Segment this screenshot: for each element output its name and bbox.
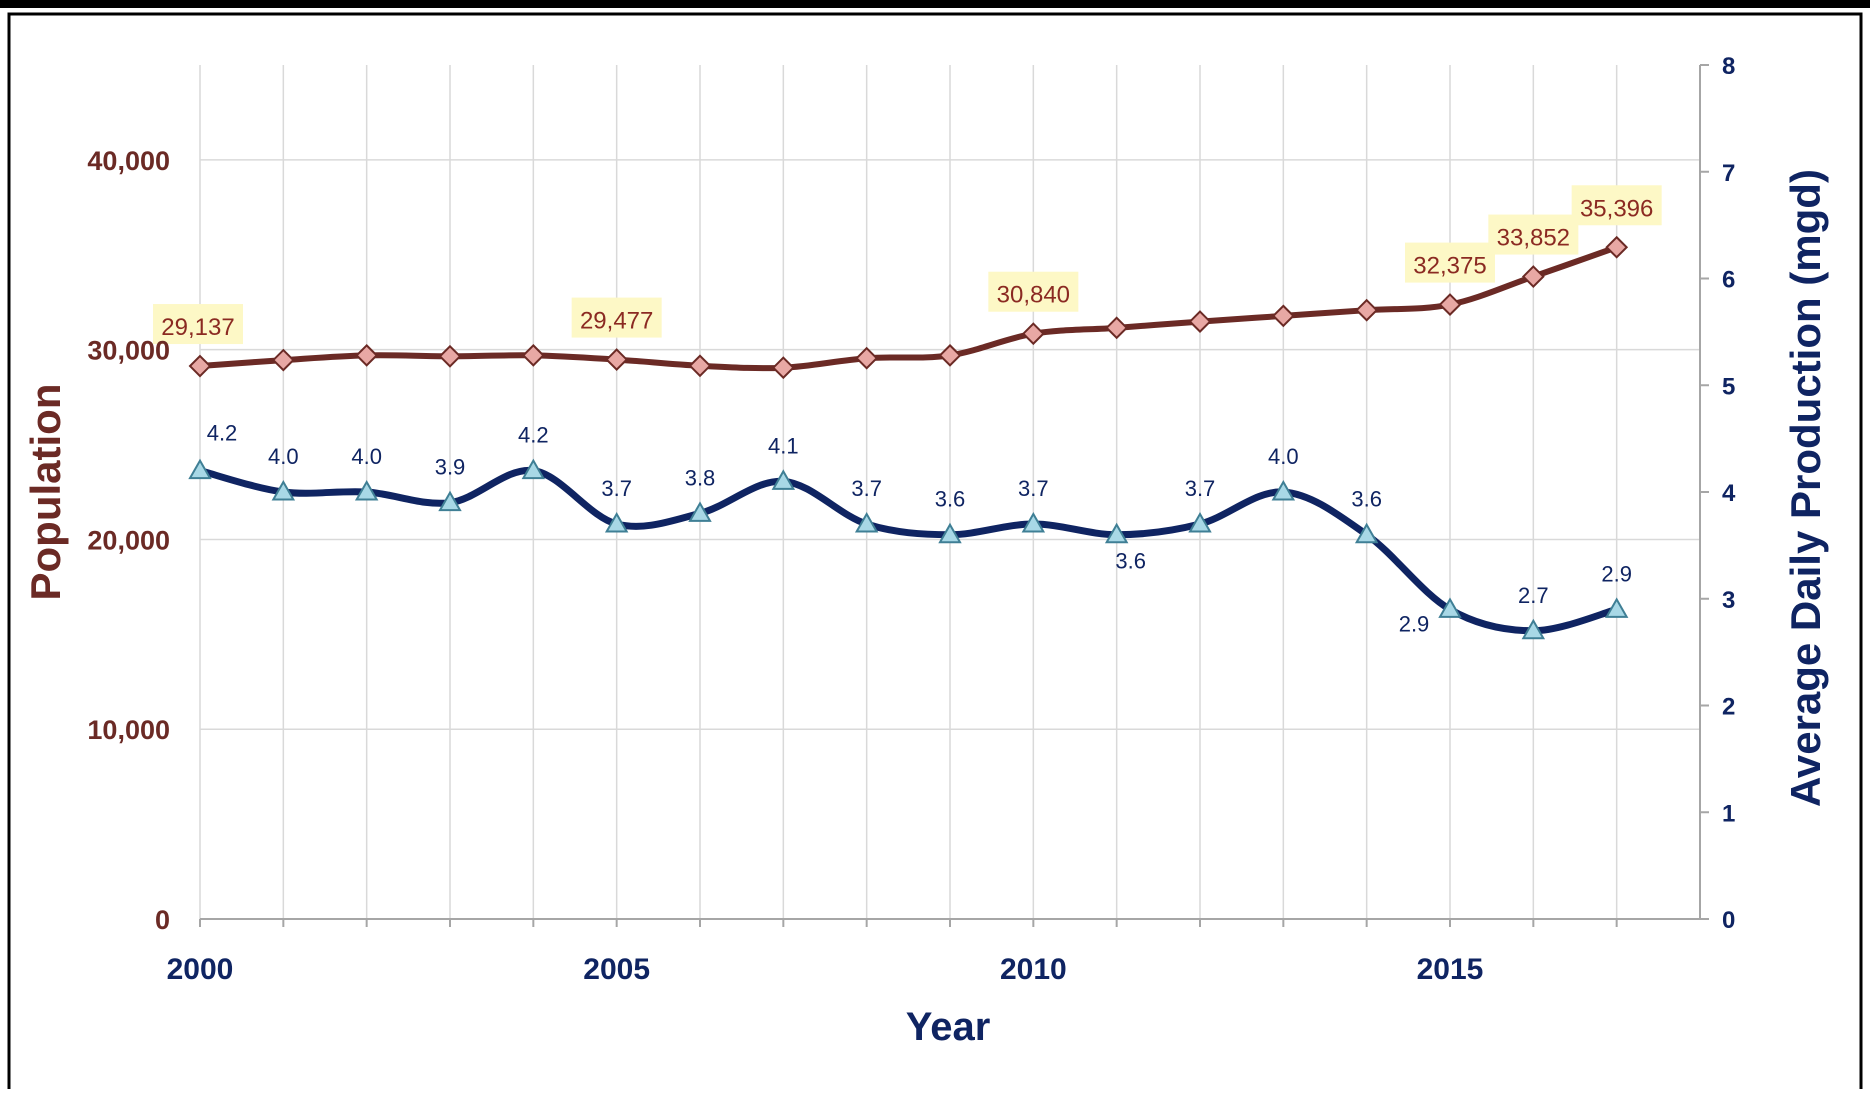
- production-line: [196, 467, 1621, 635]
- population-marker: [1021, 322, 1045, 346]
- population-marker: [1438, 293, 1462, 317]
- production-data-label: 3.7: [1018, 476, 1049, 501]
- production-marker: [938, 522, 962, 544]
- y-axis-title-left: Population: [22, 384, 69, 601]
- production-data-label: 4.0: [268, 444, 299, 469]
- population-marker: [688, 354, 712, 378]
- population-data-label: 30,840: [997, 282, 1070, 309]
- production-marker: [771, 469, 796, 490]
- production-marker: [1438, 597, 1462, 618]
- production-data-label: 3.6: [935, 487, 966, 512]
- production-marker: [604, 512, 629, 533]
- population-data-label: 33,852: [1497, 225, 1570, 252]
- population-marker: [1605, 235, 1629, 259]
- y-tick-label-left: 10,000: [87, 715, 170, 745]
- population-marker: [271, 348, 295, 372]
- population-data-label: 32,375: [1413, 253, 1486, 280]
- population-data-label: 29,137: [161, 314, 234, 341]
- y-tick-label-left: 0: [155, 905, 170, 935]
- population-marker: [188, 354, 212, 378]
- production-data-label: 3.7: [601, 476, 632, 501]
- y-tick-label-right: 3: [1722, 587, 1735, 614]
- population-marker: [855, 346, 879, 370]
- production-data-label: 3.8: [685, 465, 716, 490]
- y-tick-label-right: 6: [1722, 267, 1735, 294]
- y-tick-label-right: 2: [1722, 694, 1735, 721]
- population-marker: [938, 343, 962, 367]
- population-data-label: 35,396: [1580, 195, 1653, 222]
- production-marker: [1354, 522, 1379, 544]
- y-tick-label-left: 40,000: [87, 146, 170, 176]
- production-marker: [1604, 597, 1629, 618]
- y-tick-label-left: 20,000: [87, 525, 170, 555]
- series-markers: [188, 235, 1629, 640]
- production-data-label: 3.9: [435, 455, 466, 480]
- production-marker: [1021, 512, 1046, 533]
- production-data-label: 4.0: [1268, 444, 1299, 469]
- production-data-label: 2.9: [1399, 611, 1430, 636]
- frame-inner-border: [7, 12, 1863, 1094]
- y-tick-label-right: 1: [1722, 800, 1735, 827]
- frame-top-bar: [0, 0, 1870, 8]
- population-label-box: [571, 297, 662, 338]
- production-data-label: 3.6: [1351, 487, 1382, 512]
- population-label-box: [153, 304, 243, 345]
- axes: [199, 64, 1709, 927]
- population-marker: [1105, 316, 1129, 340]
- y-axis-title-right: Average Daily Production (mgd): [1782, 169, 1829, 807]
- y-tick-label-right: 8: [1722, 53, 1735, 80]
- production-data-label: 4.1: [768, 433, 799, 458]
- population-marker: [1521, 265, 1545, 288]
- population-marker: [1355, 298, 1379, 322]
- production-marker: [688, 501, 712, 522]
- population-data-label: 29,477: [580, 308, 653, 335]
- production-marker: [854, 512, 879, 533]
- population-label-box: [1571, 185, 1662, 226]
- production-marker: [1188, 512, 1212, 533]
- production-marker: [1521, 618, 1546, 640]
- production-marker: [188, 458, 212, 480]
- production-marker: [271, 479, 296, 501]
- x-axis-title: Year: [906, 1005, 991, 1049]
- production-data-label: 3.7: [1185, 476, 1216, 501]
- production-marker: [1271, 479, 1296, 501]
- production-marker: [521, 458, 546, 480]
- production-marker: [438, 490, 462, 512]
- x-tick-label: 2000: [167, 953, 234, 986]
- population-marker: [1271, 304, 1295, 328]
- production-data-label: 2.7: [1518, 583, 1549, 608]
- population-marker: [771, 356, 795, 380]
- y-tick-label-left: 30,000: [87, 336, 170, 366]
- population-label-box: [988, 271, 1079, 312]
- tick-labels: 0 10,000 20,000 30,000 40,000 0 1 2 3 4 5 6 7 8 2000 20…: [87, 53, 1736, 986]
- production-data-label: 4.0: [351, 444, 382, 469]
- x-tick-label: 2005: [583, 953, 650, 986]
- production-data-label: 3.6: [1115, 549, 1146, 574]
- production-data-label: 2.9: [1601, 561, 1632, 586]
- production-marker: [1104, 522, 1129, 544]
- y-tick-label-right: 4: [1722, 480, 1736, 507]
- population-marker: [605, 348, 629, 372]
- series-lines: [196, 244, 1621, 635]
- population-label-box: [1488, 214, 1579, 255]
- production-marker: [354, 479, 379, 501]
- population-marker: [438, 344, 462, 368]
- population-label-box: [1405, 242, 1495, 283]
- population-marker: [1188, 310, 1212, 333]
- y-tick-label-right: 5: [1722, 373, 1735, 400]
- production-data-label: 3.7: [851, 476, 882, 501]
- population-marker: [355, 343, 379, 367]
- data-labels: 29,137 29,477 30,840 32,375 33,852 35,396 4.2 4…: [153, 185, 1662, 636]
- x-tick-label: 2015: [1417, 953, 1484, 986]
- production-data-label: 4.2: [207, 421, 238, 446]
- population-marker: [521, 343, 545, 367]
- y-tick-label-right: 0: [1722, 907, 1735, 934]
- production-data-label: 4.2: [518, 423, 549, 448]
- x-tick-label: 2010: [1000, 953, 1067, 986]
- y-tick-label-right: 7: [1722, 160, 1735, 187]
